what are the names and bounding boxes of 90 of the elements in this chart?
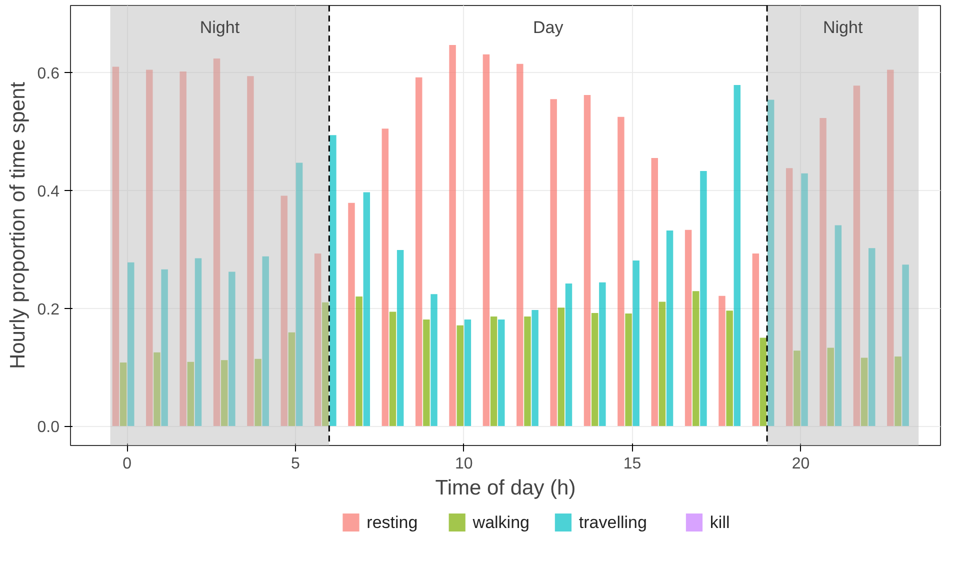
x-tick-label: 10 bbox=[455, 456, 473, 472]
y-tick-label: 0.6 bbox=[37, 66, 60, 83]
bar bbox=[700, 171, 707, 426]
bar bbox=[625, 314, 632, 426]
bar bbox=[128, 262, 134, 426]
bar bbox=[734, 85, 741, 426]
bar bbox=[584, 95, 591, 426]
bar bbox=[220, 360, 228, 426]
bar bbox=[382, 128, 389, 426]
legend-label: kill bbox=[710, 513, 730, 532]
bar bbox=[658, 302, 666, 426]
bar bbox=[456, 325, 464, 426]
band-label: Night bbox=[200, 18, 240, 37]
bar bbox=[423, 319, 430, 426]
bar bbox=[330, 135, 336, 426]
x-tick-label: 5 bbox=[291, 456, 300, 472]
bar bbox=[389, 312, 396, 426]
bar bbox=[322, 302, 329, 426]
bar bbox=[228, 272, 236, 426]
bar bbox=[449, 44, 456, 426]
band-label: Night bbox=[822, 18, 863, 37]
x-axis-title: Time of day (h) bbox=[435, 476, 576, 500]
bar bbox=[288, 332, 296, 426]
bar bbox=[860, 358, 868, 426]
bar bbox=[684, 230, 692, 426]
bar bbox=[464, 319, 472, 426]
bar bbox=[618, 116, 624, 426]
bar bbox=[254, 358, 262, 426]
x-tick-label: 15 bbox=[623, 456, 642, 472]
bar bbox=[490, 316, 498, 426]
bar bbox=[187, 362, 194, 426]
bar bbox=[853, 86, 860, 426]
bar bbox=[651, 158, 658, 426]
bar bbox=[146, 70, 153, 426]
bar bbox=[692, 291, 700, 426]
bar bbox=[820, 118, 826, 426]
bar bbox=[767, 100, 774, 426]
bar bbox=[498, 319, 505, 426]
bar bbox=[827, 348, 834, 426]
bar bbox=[314, 253, 322, 426]
bar bbox=[112, 66, 120, 426]
y-tick-label: 0.4 bbox=[37, 183, 60, 200]
bar bbox=[666, 230, 674, 426]
bar bbox=[280, 196, 288, 426]
bar bbox=[868, 248, 876, 426]
bar bbox=[801, 173, 808, 426]
bar bbox=[894, 356, 902, 426]
bar bbox=[760, 338, 767, 426]
bar bbox=[430, 294, 438, 426]
legend-label: travelling bbox=[578, 513, 647, 532]
bar bbox=[180, 71, 186, 426]
legend-label: resting bbox=[366, 513, 418, 532]
bar bbox=[887, 70, 894, 426]
bar bbox=[213, 58, 220, 426]
bar bbox=[363, 192, 370, 426]
bar bbox=[718, 296, 726, 426]
bar bbox=[591, 312, 598, 426]
bar bbox=[565, 284, 572, 426]
bar bbox=[356, 296, 362, 426]
bar bbox=[247, 76, 254, 426]
bar bbox=[396, 250, 404, 426]
bar bbox=[550, 99, 557, 426]
bar bbox=[194, 258, 202, 426]
bar bbox=[532, 310, 538, 426]
bar bbox=[632, 260, 640, 426]
bar bbox=[482, 54, 490, 426]
bar bbox=[752, 253, 760, 426]
bar bbox=[558, 308, 565, 426]
bar bbox=[794, 350, 800, 426]
bar bbox=[902, 264, 909, 426]
bar bbox=[834, 225, 842, 426]
x-tick-label: 20 bbox=[792, 456, 810, 472]
bar bbox=[120, 362, 127, 426]
bar bbox=[786, 168, 793, 426]
bar bbox=[348, 202, 355, 426]
bar bbox=[262, 256, 269, 426]
bar bbox=[516, 64, 524, 426]
bar bbox=[726, 310, 733, 426]
bar bbox=[161, 269, 168, 426]
bar bbox=[296, 162, 303, 426]
legend-label: walking bbox=[472, 513, 530, 532]
bar bbox=[524, 316, 531, 426]
y-axis-title: Hourly proportion of time spent bbox=[6, 82, 30, 370]
annotation: Day bbox=[532, 18, 564, 37]
bar bbox=[415, 77, 422, 426]
y-tick-label: 0.0 bbox=[37, 419, 60, 436]
x-tick-label: 0 bbox=[122, 456, 132, 472]
bar bbox=[154, 352, 160, 426]
y-tick-label: 0.2 bbox=[37, 301, 60, 318]
bar bbox=[599, 282, 606, 426]
